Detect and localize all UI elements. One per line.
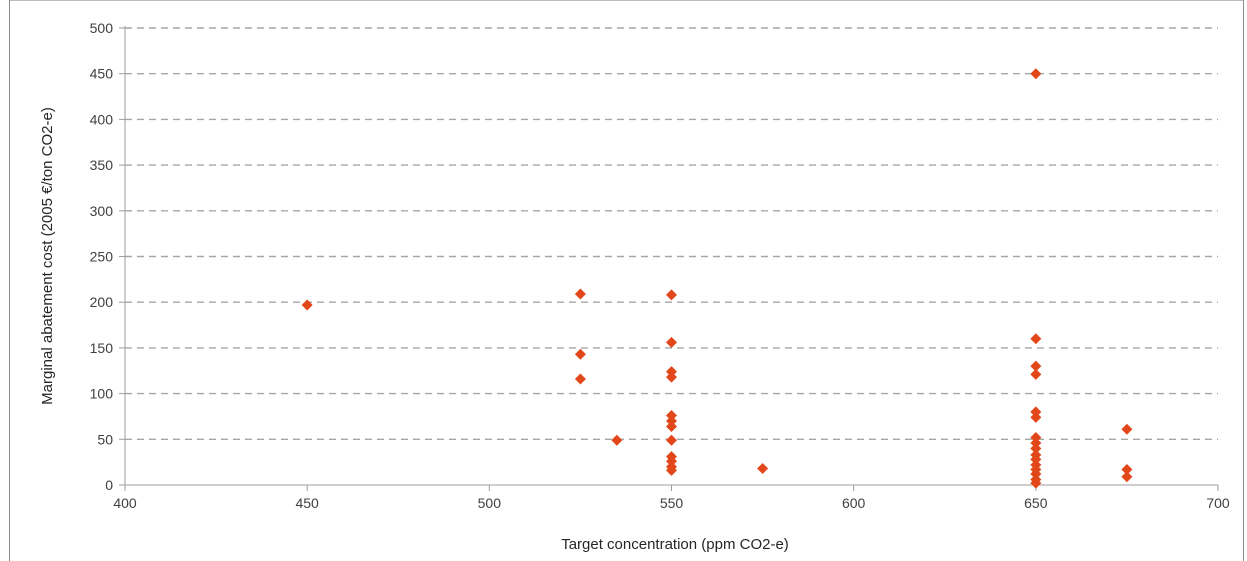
data-point-0 [301,299,313,311]
data-point-26 [1030,442,1042,454]
data-point-6 [666,336,677,348]
data-point-2 [574,348,586,360]
chart-frame [9,0,1244,561]
y-tick-label-400: 400 [90,111,114,127]
x-tick-label-700: 700 [1206,495,1230,511]
data-point-12 [666,434,677,446]
y-axis-title: Marginal abatement cost (2005 €/ton CO2-… [39,107,56,405]
y-tick-label-350: 350 [90,157,114,173]
x-tick-label-400: 400 [113,495,137,511]
y-tick-labels: 0 50 100 150 200 250 300 350 400 450 500 [90,20,114,493]
data-point-21 [1030,368,1042,380]
x-tick-labels: 400 450 500 550 600 650 700 [113,495,1230,511]
data-point-18 [1030,68,1042,80]
data-point-4 [611,434,623,446]
data-point-5 [666,289,677,301]
data-point-35 [1121,463,1133,475]
x-axis-title: Target concentration (ppm CO2-e) [561,536,789,553]
data-point-34 [1121,423,1133,435]
data-point-17 [757,463,769,475]
y-tick-label-100: 100 [90,386,114,402]
x-tick-label-550: 550 [660,495,684,511]
data-point-19 [1030,333,1042,345]
data-point-33 [1030,477,1042,489]
data-point-8 [666,371,677,383]
data-point-1 [574,288,586,300]
y-tick-label-300: 300 [90,203,114,219]
y-tick-label-150: 150 [90,340,114,356]
y-tick-label-50: 50 [97,431,113,447]
data-point-20 [1030,360,1042,372]
data-point-36 [1121,471,1133,483]
y-tick-label-250: 250 [90,249,114,265]
x-tick-label-650: 650 [1024,495,1048,511]
data-point-16 [666,464,677,476]
chart-top-border [9,0,1244,5]
x-tick-label-500: 500 [478,495,502,511]
y-tick-label-200: 200 [90,294,114,310]
x-tick-label-600: 600 [842,495,866,511]
y-tick-label-0: 0 [105,477,113,493]
y-tick-label-500: 500 [90,20,114,36]
x-tick-label-450: 450 [295,495,319,511]
data-points [301,68,1133,489]
data-point-11 [666,421,677,433]
data-point-23 [1030,411,1042,423]
data-point-3 [574,373,586,385]
y-tick-label-450: 450 [90,66,114,82]
